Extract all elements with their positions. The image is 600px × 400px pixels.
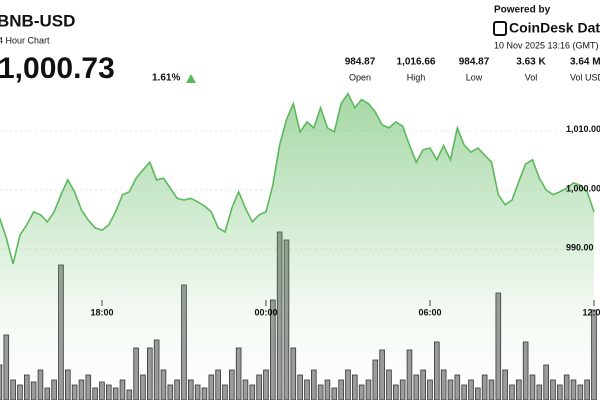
logo [493, 21, 507, 36]
price: 1,000.73 [0, 52, 115, 85]
subtitle: 24 Hour Chart [0, 35, 50, 45]
powered-by: Powered by [494, 5, 551, 16]
change: 1.61% [152, 73, 180, 84]
stat-value: 984.87 [345, 57, 376, 68]
y-tick-label: 990.00 [566, 243, 594, 253]
stat-value: 3.64 M [570, 57, 600, 68]
price-area [0, 93, 594, 400]
x-tick-label: 00:00 [254, 307, 277, 317]
y-tick-label: 1,000.00 [566, 183, 600, 193]
up-arrow [186, 74, 196, 83]
x-tick-label: 18:00 [90, 307, 113, 317]
stat-label: Open [349, 72, 371, 82]
timestamp: 10 Nov 2025 13:16 (GMT) [494, 40, 599, 50]
stat-value: 1,016.66 [397, 57, 436, 68]
stat-label: Vol USD [570, 72, 600, 82]
brand: CoinDesk Data [509, 20, 600, 36]
price-line [0, 92, 595, 265]
x-tick-label: 06:00 [418, 307, 441, 317]
stat-value: 984.87 [459, 57, 490, 68]
x-tick-label: 12:00 [582, 307, 600, 317]
plot: 1,010.00 1,000.00 990.00 18:00 00:00 06:00 12:… [0, 92, 600, 400]
stat-label: Low [466, 72, 483, 82]
stat-value: 3.63 K [516, 57, 546, 68]
y-tick-label: 1,010.00 [566, 124, 600, 134]
stat-label: High [407, 72, 426, 82]
ticker: BNB-USD [0, 11, 75, 30]
stat-label: Vol [525, 72, 538, 82]
